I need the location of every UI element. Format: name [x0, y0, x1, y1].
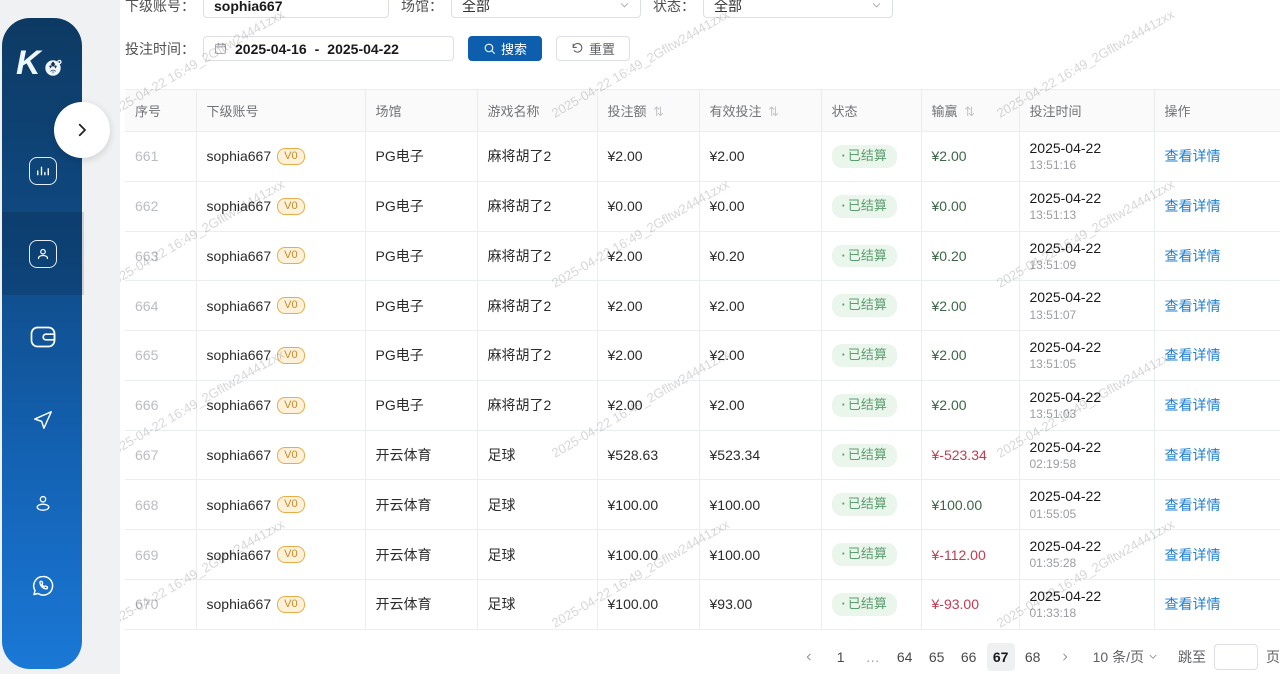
svg-text:K: K: [16, 44, 43, 82]
